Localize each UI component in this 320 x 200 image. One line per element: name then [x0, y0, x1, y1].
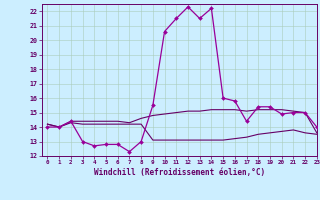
X-axis label: Windchill (Refroidissement éolien,°C): Windchill (Refroidissement éolien,°C) [94, 168, 265, 177]
